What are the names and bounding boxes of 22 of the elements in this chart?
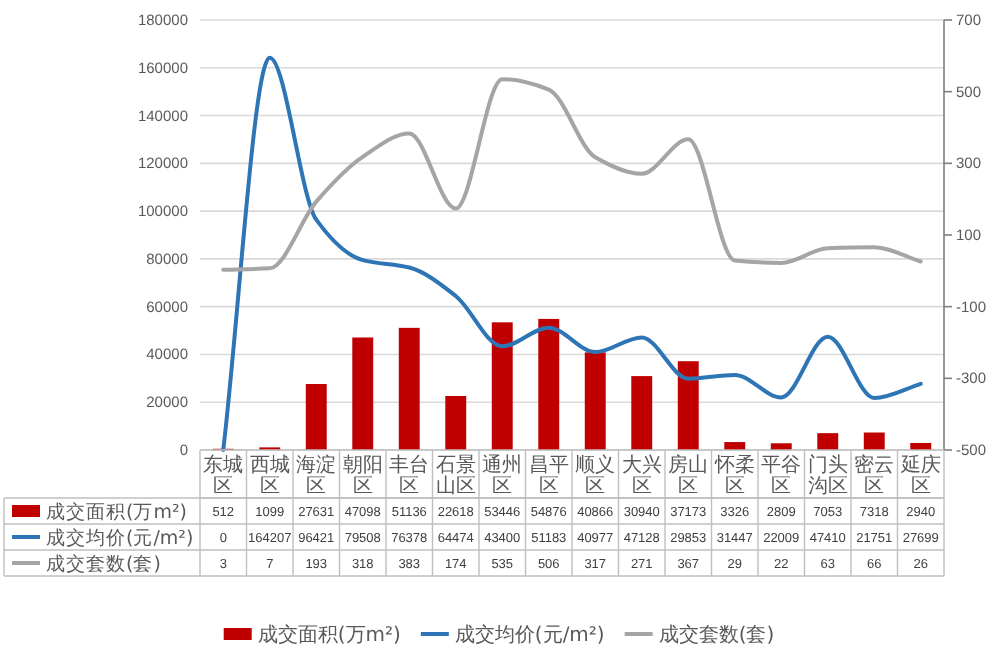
x-tick-label: 怀柔区 xyxy=(712,453,755,498)
legend-label: 成交套数(套) xyxy=(46,552,161,576)
text: 成交面积(万m²) xyxy=(257,625,401,647)
x-tick-label: 房山区 xyxy=(668,453,709,498)
x-tick-label: 石景山区 xyxy=(435,453,476,498)
x-tick-label: 朝阳区 xyxy=(342,453,383,498)
x-tick-label: 大兴区 xyxy=(621,453,662,498)
x-tick-label: 丰台区 xyxy=(389,453,430,498)
x-tick-label: 顺义区 xyxy=(575,453,616,498)
x-tick-label: 西城区 xyxy=(249,453,290,498)
x-tick-label: 昌平区 xyxy=(528,455,569,498)
x-tick-label: 门头沟区 xyxy=(807,453,848,498)
legend-label: 成交均价(元/m²) xyxy=(46,526,194,550)
x-tick-label: 海淀区 xyxy=(296,453,337,498)
legend-label: 成交面积(万m²) xyxy=(46,500,187,524)
x-tick-label: 通州区 xyxy=(482,453,523,498)
x-tick-label: 延庆区 xyxy=(898,453,941,498)
text: 成交均价(元/m²) xyxy=(454,625,605,647)
text: 成交套数(套) xyxy=(658,625,775,647)
x-tick-label: 密云区 xyxy=(854,453,895,498)
x-tick-label: 平谷区 xyxy=(761,453,802,498)
x-tick-label: 东城区 xyxy=(203,453,244,498)
